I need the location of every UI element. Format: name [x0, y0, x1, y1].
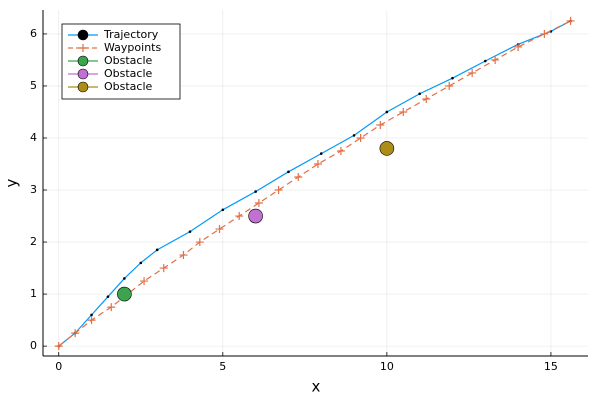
marker	[445, 81, 454, 90]
marker	[451, 76, 454, 80]
marker	[514, 42, 523, 51]
y-tick-label: 4	[30, 131, 37, 144]
y-tick-label: 0	[30, 339, 37, 352]
marker	[87, 316, 96, 325]
marker	[379, 141, 395, 156]
marker	[188, 230, 192, 233]
marker	[195, 238, 204, 247]
marker	[106, 295, 110, 298]
y-tick-label: 2	[30, 235, 37, 248]
marker	[254, 190, 257, 193]
marker	[71, 329, 80, 338]
marker	[159, 264, 168, 273]
x-tick-label: 10	[380, 360, 394, 373]
marker	[376, 120, 385, 129]
marker	[254, 199, 263, 208]
marker	[155, 248, 159, 252]
marker	[274, 186, 283, 195]
legend-marker	[77, 81, 89, 93]
marker	[54, 342, 63, 351]
marker	[313, 160, 322, 169]
marker	[540, 29, 549, 38]
marker	[139, 261, 143, 265]
series-line	[58, 20, 571, 347]
legend-label: Obstacle	[104, 80, 153, 93]
y-tick-label: 1	[30, 287, 37, 300]
marker	[90, 313, 93, 317]
legend-label: Obstacle	[104, 54, 153, 67]
marker	[287, 170, 290, 174]
legend-marker	[79, 44, 87, 52]
marker	[123, 277, 126, 280]
marker	[468, 68, 477, 77]
marker	[107, 303, 116, 312]
marker	[385, 110, 389, 114]
marker	[566, 16, 575, 25]
legend-marker	[77, 55, 89, 67]
legend-marker	[77, 68, 89, 80]
marker	[235, 212, 244, 221]
marker	[336, 147, 345, 156]
legend-label: Obstacle	[104, 67, 153, 80]
marker	[179, 251, 188, 260]
y-axis-label: y	[3, 178, 21, 187]
x-tick-label: 5	[219, 360, 226, 373]
marker	[483, 59, 487, 63]
marker	[352, 134, 356, 137]
marker	[215, 225, 224, 234]
marker	[319, 152, 323, 155]
marker	[117, 286, 132, 302]
x-tick-label: 0	[55, 360, 62, 373]
marker	[140, 277, 149, 286]
marker	[399, 107, 408, 116]
marker	[221, 208, 225, 212]
x-axis-label: x	[312, 378, 321, 396]
marker	[422, 94, 431, 103]
marker	[418, 92, 421, 96]
legend-label: Waypoints	[104, 41, 161, 54]
marker	[294, 173, 303, 182]
marker	[248, 208, 263, 224]
legend-marker	[77, 29, 89, 41]
marker	[491, 55, 500, 64]
x-tick-label: 15	[544, 360, 558, 373]
legend-label: Trajectory	[103, 28, 159, 41]
y-tick-label: 6	[30, 27, 37, 40]
marker	[356, 133, 365, 142]
y-tick-label: 3	[30, 183, 37, 196]
y-tick-label: 5	[30, 79, 37, 92]
series-line	[58, 20, 571, 347]
